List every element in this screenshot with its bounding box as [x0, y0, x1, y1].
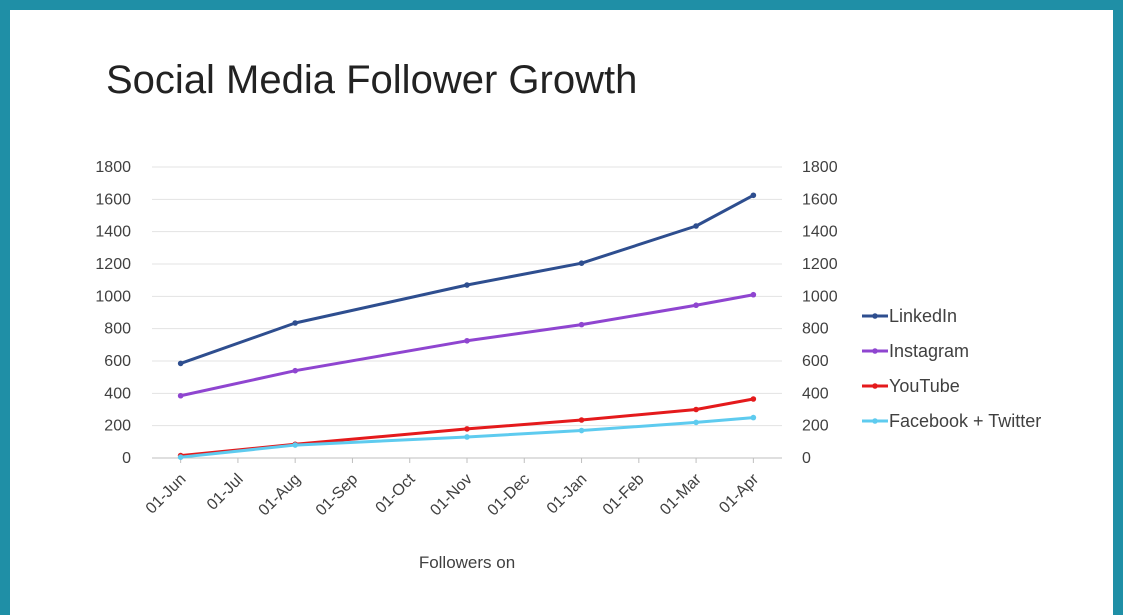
legend-marker-facebook-twitter: [872, 418, 878, 424]
secondary-y-tick-label: 1400: [802, 224, 838, 241]
x-tick-label: 01-Apr: [716, 470, 762, 516]
x-tick-label: 01-Feb: [600, 471, 648, 519]
legend: LinkedIn Instagram YouTube Facebook + Twitt…: [862, 306, 1041, 431]
data-point-youtube: [693, 406, 699, 413]
x-tick-label: 01-Jun: [143, 471, 190, 518]
data-point-facebook-twitter: [464, 434, 470, 440]
y-tick-label: 0: [122, 450, 131, 467]
secondary-y-tick-label: 600: [802, 353, 829, 370]
secondary-y-tick-label: 200: [802, 418, 829, 435]
chart-title: Social Media Follower Growth: [106, 58, 638, 102]
x-tick-label: 01-Jan: [544, 471, 591, 518]
y-tick-label: 400: [104, 385, 131, 402]
series-lines: [177, 192, 757, 460]
series-line-facebook-twitter: [180, 416, 754, 459]
data-point-instagram: [750, 291, 757, 298]
data-point-instagram: [464, 337, 470, 344]
data-point-facebook-twitter: [292, 442, 298, 448]
data-point-linkedin: [578, 260, 585, 266]
gridlines: [152, 166, 782, 459]
data-point-youtube: [578, 417, 585, 423]
data-point-instagram: [578, 321, 585, 328]
secondary-y-tick-label: 1200: [802, 256, 838, 273]
series-line-instagram: [180, 293, 754, 398]
x-tick-label: 01-Oct: [373, 470, 419, 516]
y-tick-label: 1000: [95, 288, 131, 305]
data-point-facebook-twitter: [177, 454, 184, 460]
y-tick-label: 1400: [95, 224, 131, 241]
legend-marker-linkedin: [872, 313, 878, 319]
data-point-linkedin: [177, 360, 184, 367]
data-point-linkedin: [750, 192, 757, 199]
y-tick-label: 1800: [95, 159, 131, 176]
y-tick-label: 200: [104, 418, 131, 435]
series-line-linkedin: [180, 193, 755, 365]
x-tick-label: 01-Mar: [657, 470, 705, 518]
y-axis-ticks: 0 200 400 600 800 1000 1200 1400 1600 1800: [95, 159, 131, 467]
secondary-y-axis-ticks: 0 200 400 600 800 1000 1200 1400 1600 1800: [802, 159, 838, 467]
data-point-instagram: [292, 367, 298, 374]
data-point-facebook-twitter: [578, 427, 585, 434]
x-tick-label: 01-Dec: [485, 471, 533, 519]
y-tick-label: 1600: [95, 191, 131, 208]
data-point-linkedin: [292, 320, 298, 326]
legend-label-youtube: YouTube: [889, 376, 960, 396]
secondary-y-tick-label: 0: [802, 450, 811, 467]
data-point-linkedin: [693, 223, 699, 229]
data-point-youtube: [464, 426, 470, 432]
x-tick-label: 01-Aug: [256, 471, 305, 520]
y-tick-label: 1200: [95, 256, 131, 273]
x-tick-label: 01-Jul: [204, 471, 247, 514]
legend-label-linkedin: LinkedIn: [889, 306, 957, 326]
data-point-instagram: [177, 392, 184, 399]
y-tick-label: 600: [104, 353, 131, 370]
legend-marker-youtube: [872, 383, 878, 389]
legend-marker-instagram: [872, 348, 878, 354]
secondary-y-tick-label: 400: [802, 385, 829, 402]
data-point-youtube: [750, 396, 757, 402]
secondary-y-tick-label: 1600: [802, 191, 838, 208]
data-point-linkedin: [464, 282, 470, 288]
secondary-y-tick-label: 800: [802, 321, 829, 338]
secondary-y-tick-label: 1000: [802, 288, 838, 305]
secondary-y-tick-label: 1800: [802, 159, 838, 176]
x-axis-ticks: 01-Jun 01-Jul 01-Aug 01-Sep 01-Oct 01-Nov 01-D…: [143, 458, 763, 519]
y-tick-label: 800: [104, 321, 131, 338]
x-tick-label: 01-Nov: [427, 471, 475, 519]
data-point-facebook-twitter: [750, 414, 757, 421]
legend-label-facebook-twitter: Facebook + Twitter: [889, 411, 1041, 431]
x-axis-title: Followers on: [419, 553, 515, 572]
data-point-instagram: [693, 302, 699, 309]
x-tick-label: 01-Sep: [313, 471, 362, 520]
legend-label-instagram: Instagram: [889, 341, 969, 361]
data-point-facebook-twitter: [693, 419, 699, 426]
